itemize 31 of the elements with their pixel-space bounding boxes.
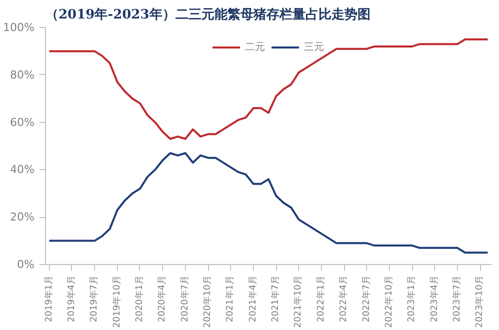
x-tick-label: 2019年7月 (88, 275, 100, 322)
legend-label: 二元 (245, 41, 265, 54)
x-tick-label: 2022年7月 (360, 275, 372, 322)
x-tick-label: 2023年4月 (428, 275, 440, 322)
x-tick-label: 2022年1月 (315, 275, 326, 322)
y-tick-label: 40% (10, 163, 35, 176)
line-series (48, 38, 489, 140)
chart-title: （2019年-2023年）二三元能繁母猪存栏量占比走势图 (46, 6, 370, 22)
x-tick-label: 2023年7月 (451, 275, 462, 322)
x-tick-label: 2021年1月 (224, 275, 236, 322)
x-tick-label: 2020年1月 (134, 275, 145, 322)
x-tick-label: 2019年4月 (66, 275, 77, 322)
x-tick-label: 2022年4月 (338, 275, 350, 322)
x-tick-label: 2022年10月 (383, 275, 394, 328)
x-tick-label: 2021年4月 (247, 275, 258, 322)
x-tick-label: 2023年10月 (474, 275, 486, 328)
y-tick-label: 60% (10, 116, 35, 129)
x-tick-label: 2020年4月 (156, 275, 168, 322)
x-tick-label: 2021年7月 (270, 275, 282, 322)
y-tick-label: 0% (17, 258, 34, 271)
x-tick-label: 2023年1月 (406, 275, 418, 322)
x-tick-label: 2019年1月 (43, 275, 54, 322)
y-tick-label: 100% (3, 21, 35, 34)
x-tick-label: 2021年10月 (292, 275, 304, 328)
x-tick-label: 2020年7月 (179, 275, 190, 322)
x-tick-label: 2019年10月 (111, 275, 122, 328)
x-tick-label: 2020年10月 (202, 275, 214, 328)
line-series (48, 152, 489, 254)
y-tick-label: 20% (10, 210, 35, 224)
y-tick-label: 80% (10, 68, 35, 82)
legend-label: 三元 (304, 41, 324, 54)
